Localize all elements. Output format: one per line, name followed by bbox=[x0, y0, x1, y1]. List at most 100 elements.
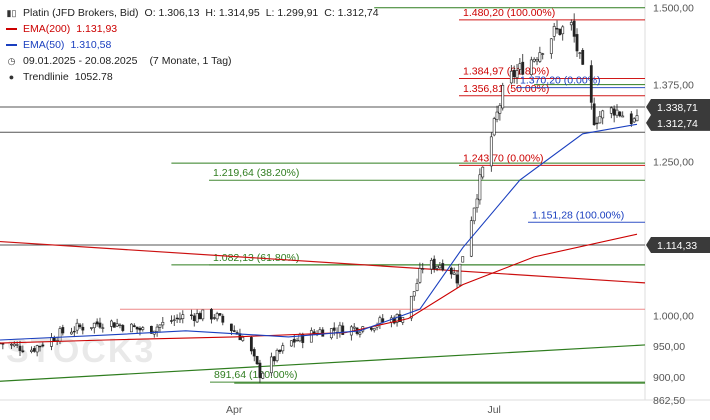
y-tick-label: 1.375,00 bbox=[653, 80, 694, 92]
price-badge-label: 1.114,33 bbox=[657, 240, 697, 252]
candle-body bbox=[175, 317, 179, 320]
ohlc-high: H: 1.314,95 bbox=[205, 7, 260, 19]
candle-body bbox=[161, 321, 165, 326]
candle-body bbox=[421, 268, 425, 270]
candle-body bbox=[578, 52, 582, 54]
candle-body bbox=[38, 345, 42, 348]
y-tick-label: 900,00 bbox=[653, 372, 685, 384]
candle-body bbox=[495, 111, 499, 120]
candlestick-icon: ▮▯ bbox=[6, 8, 17, 18]
candle-body bbox=[269, 356, 273, 374]
candle-body bbox=[189, 314, 193, 316]
candle-body bbox=[198, 313, 202, 320]
candle-body bbox=[555, 28, 559, 30]
x-tick-label: Jul bbox=[487, 404, 500, 416]
candle-body bbox=[609, 107, 613, 114]
ema200-swatch bbox=[6, 28, 17, 30]
candle-body bbox=[281, 345, 285, 352]
candle-body bbox=[452, 272, 456, 275]
candle-body bbox=[538, 52, 542, 62]
price-badge bbox=[646, 98, 710, 115]
candle-body bbox=[135, 326, 139, 330]
candle-body bbox=[552, 26, 556, 37]
candle-body bbox=[498, 105, 502, 114]
candle-body bbox=[61, 327, 65, 334]
candle-body bbox=[121, 325, 125, 331]
price-badge-label: 1.338,71 bbox=[657, 102, 698, 114]
candle-body bbox=[412, 291, 416, 297]
chart-legend: ▮▯ Platin (JFD Brokers, Bid) O: 1.306,13… bbox=[6, 5, 379, 85]
candle-body bbox=[635, 115, 639, 122]
candle-body bbox=[415, 283, 419, 291]
candle-body bbox=[595, 122, 599, 125]
ema50-line bbox=[0, 123, 638, 341]
candle-body bbox=[129, 323, 133, 333]
candle-body bbox=[358, 332, 362, 335]
candle-body bbox=[155, 326, 159, 332]
candle-body bbox=[369, 327, 373, 330]
candle-body bbox=[212, 317, 216, 319]
candle-body bbox=[258, 362, 262, 379]
candle-body bbox=[478, 174, 482, 201]
candle-body bbox=[558, 28, 562, 35]
clock-icon: ◷ bbox=[7, 56, 16, 66]
candle-body bbox=[629, 113, 633, 125]
candle-body bbox=[112, 322, 116, 328]
candle-body bbox=[589, 65, 593, 103]
candle-body bbox=[255, 356, 259, 365]
candle-body bbox=[292, 338, 296, 343]
candle-body bbox=[598, 115, 602, 124]
candle-body bbox=[501, 85, 505, 109]
ema200-label: EMA(200) bbox=[23, 23, 71, 35]
candle-body bbox=[541, 53, 545, 55]
candle-body bbox=[581, 49, 585, 65]
watermark-text: STOCK3 bbox=[6, 332, 155, 370]
candle-body bbox=[10, 344, 13, 346]
candle-body bbox=[481, 166, 485, 178]
candle-body bbox=[475, 198, 479, 209]
legend-ema200-row: EMA(200) 1.131,93 bbox=[6, 21, 379, 37]
candle-body bbox=[461, 256, 465, 263]
candle-body bbox=[115, 323, 119, 327]
fib-level-label: 1.219,64 (38.20%) bbox=[213, 167, 299, 179]
candle-body bbox=[241, 337, 245, 341]
ema50-value: 1.310,58 bbox=[70, 39, 112, 51]
dot-icon: ● bbox=[8, 72, 15, 82]
candle-body bbox=[30, 349, 33, 352]
candle-body bbox=[341, 325, 345, 335]
candle-body bbox=[15, 344, 19, 346]
ohlc-low: L: 1.299,91 bbox=[265, 7, 319, 19]
candle-body bbox=[72, 330, 76, 333]
candle-body bbox=[529, 59, 533, 75]
candle-body bbox=[70, 331, 73, 335]
candle-body bbox=[615, 109, 619, 116]
candle-body bbox=[309, 330, 313, 343]
candle-body bbox=[381, 318, 385, 323]
candle-body bbox=[138, 327, 142, 331]
ema50-label: EMA(50) bbox=[23, 39, 65, 51]
candle-body bbox=[101, 327, 105, 329]
candle-body bbox=[41, 344, 45, 347]
y-tick-label: 950,00 bbox=[653, 341, 685, 353]
candle-body bbox=[289, 340, 293, 347]
candle-body bbox=[592, 103, 596, 126]
candle-body bbox=[132, 325, 136, 327]
ema50-swatch bbox=[6, 44, 17, 46]
period-span: (7 Monate, 1 Tag) bbox=[149, 55, 232, 67]
ohlc-close: C: 1.312,74 bbox=[324, 7, 379, 19]
candle-body bbox=[298, 333, 302, 342]
candle-body bbox=[261, 372, 265, 379]
ema200-line bbox=[0, 233, 638, 344]
fib-level-label: 1.480,20 (100.00%) bbox=[463, 7, 555, 19]
candle-body bbox=[218, 313, 222, 316]
candle-body bbox=[158, 324, 162, 328]
candle-body bbox=[435, 265, 439, 269]
candle-body bbox=[201, 309, 205, 320]
candle-body bbox=[458, 263, 462, 286]
candle-body bbox=[75, 322, 79, 331]
candle-body bbox=[338, 324, 342, 333]
candle-body bbox=[618, 111, 622, 117]
candle-body bbox=[432, 258, 436, 270]
candle-body bbox=[518, 63, 522, 70]
